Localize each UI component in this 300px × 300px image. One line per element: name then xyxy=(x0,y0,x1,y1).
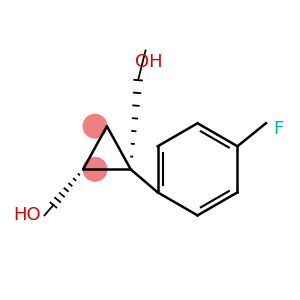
Circle shape xyxy=(82,157,107,182)
Text: OH: OH xyxy=(135,53,162,71)
Circle shape xyxy=(82,114,107,139)
Text: F: F xyxy=(273,120,284,138)
Text: HO: HO xyxy=(13,206,40,224)
